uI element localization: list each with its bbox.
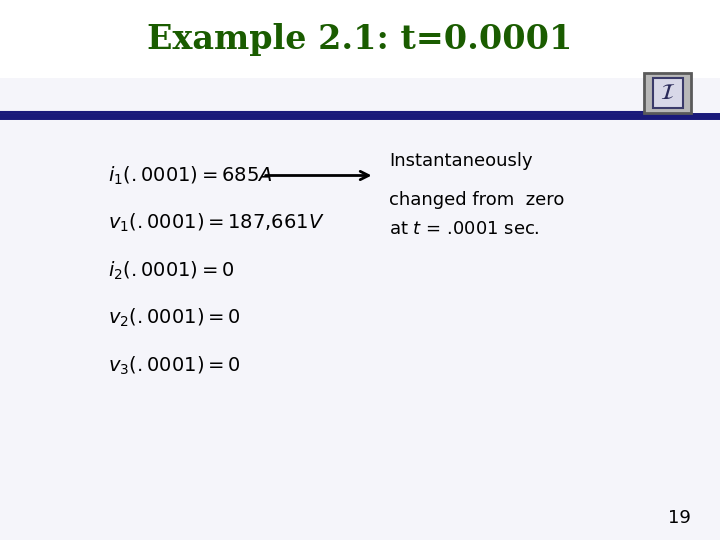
Text: $i_1(.0001)= 685A$: $i_1(.0001)= 685A$	[108, 164, 273, 187]
Text: $i_2(.0001)= 0$: $i_2(.0001)= 0$	[108, 259, 235, 282]
FancyBboxPatch shape	[644, 73, 691, 113]
Text: $v_3(.0001)= 0$: $v_3(.0001)= 0$	[108, 354, 240, 377]
Text: $v_2(.0001)= 0$: $v_2(.0001)= 0$	[108, 307, 240, 329]
Text: $\mathcal{I}$: $\mathcal{I}$	[660, 83, 675, 103]
Text: $v_1(.0001)= 187{,}661V$: $v_1(.0001)= 187{,}661V$	[108, 212, 325, 234]
FancyBboxPatch shape	[653, 78, 683, 108]
Text: changed from  zero: changed from zero	[389, 191, 564, 209]
Text: at $t$ = .0001 sec.: at $t$ = .0001 sec.	[389, 220, 539, 239]
Text: Instantaneously: Instantaneously	[389, 152, 532, 170]
Text: Example 2.1: t=0.0001: Example 2.1: t=0.0001	[148, 23, 572, 56]
Text: 19: 19	[668, 509, 691, 528]
FancyBboxPatch shape	[0, 0, 720, 78]
